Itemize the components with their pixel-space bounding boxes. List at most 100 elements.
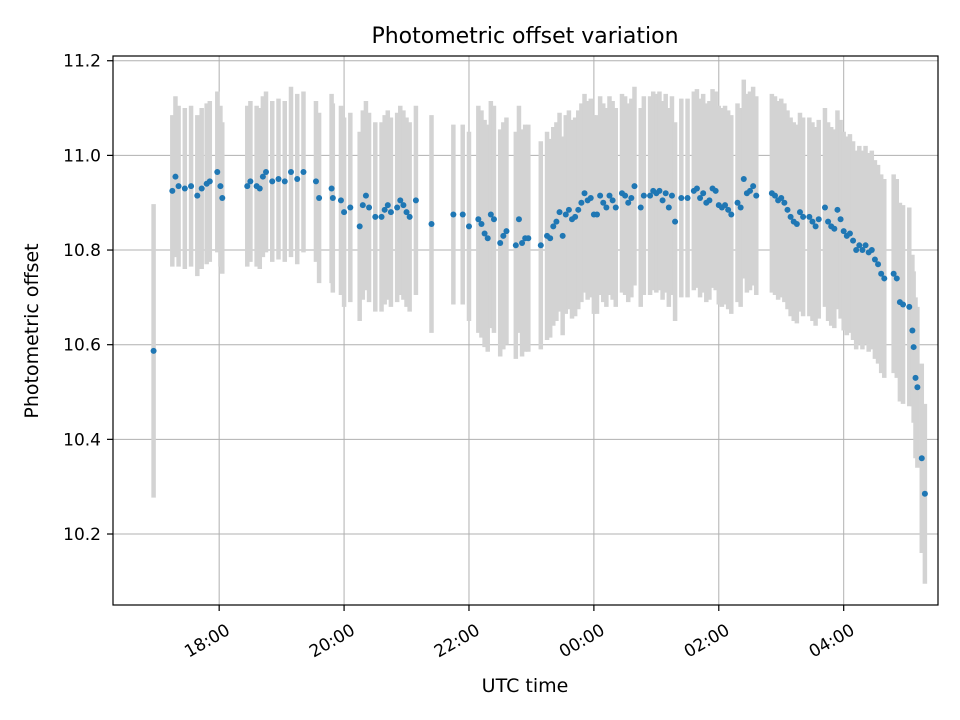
data-point — [150, 347, 157, 354]
data-point — [906, 303, 913, 310]
data-point — [403, 209, 410, 216]
data-points — [150, 168, 928, 497]
data-point — [553, 218, 560, 225]
data-point — [631, 183, 638, 190]
y-tick-label: 10.6 — [63, 336, 101, 356]
data-point — [778, 194, 785, 201]
data-point — [700, 190, 707, 197]
data-point — [572, 213, 579, 220]
data-point — [728, 211, 735, 218]
data-point — [381, 206, 388, 213]
data-point — [194, 192, 201, 199]
data-point — [693, 185, 700, 192]
data-point — [287, 168, 294, 175]
data-point — [581, 190, 588, 197]
data-point — [188, 183, 195, 190]
data-point — [362, 192, 369, 199]
data-point — [281, 178, 288, 185]
data-point — [217, 183, 224, 190]
data-point — [662, 190, 669, 197]
chart-title: Photometric offset variation — [371, 24, 678, 49]
data-point — [594, 211, 601, 218]
data-point — [562, 211, 569, 218]
data-point — [359, 202, 366, 209]
data-point — [921, 490, 928, 497]
data-point — [478, 221, 485, 228]
data-point — [859, 247, 866, 254]
y-tick-label: 10.8 — [63, 241, 101, 261]
data-point — [497, 239, 504, 246]
data-point — [206, 178, 213, 185]
data-point — [519, 239, 526, 246]
data-point — [750, 183, 757, 190]
data-point — [578, 199, 585, 206]
data-point — [909, 327, 916, 334]
data-point — [800, 213, 807, 220]
data-point — [647, 192, 654, 199]
data-point — [329, 194, 336, 201]
data-point — [825, 218, 832, 225]
data-point — [575, 206, 582, 213]
data-point — [893, 275, 900, 282]
data-point — [465, 223, 472, 230]
data-point — [559, 232, 566, 239]
data-point — [394, 204, 401, 211]
y-axis-label: Photometric offset — [21, 243, 43, 418]
data-point — [910, 344, 917, 351]
data-point — [484, 235, 491, 242]
data-point — [169, 187, 176, 194]
data-point — [316, 194, 323, 201]
data-point — [609, 197, 616, 204]
data-point — [878, 270, 885, 277]
data-point — [175, 183, 182, 190]
data-point — [603, 204, 610, 211]
data-point — [684, 194, 691, 201]
data-point — [269, 178, 276, 185]
data-point — [172, 173, 179, 180]
data-point — [793, 221, 800, 228]
data-point — [725, 206, 732, 213]
data-point — [387, 209, 394, 216]
y-tick-label: 11.2 — [63, 52, 101, 72]
data-point — [428, 221, 435, 228]
data-point — [312, 178, 319, 185]
data-point — [487, 211, 494, 218]
data-point — [547, 235, 554, 242]
data-point — [668, 192, 675, 199]
data-point — [503, 228, 510, 235]
data-point — [366, 204, 373, 211]
data-point — [678, 194, 685, 201]
data-point — [500, 232, 507, 239]
data-point — [747, 187, 754, 194]
data-point — [787, 213, 794, 220]
y-tick-label: 11.0 — [63, 146, 101, 166]
data-point — [659, 197, 666, 204]
data-point — [181, 185, 188, 192]
data-point — [656, 187, 663, 194]
data-point — [856, 242, 863, 249]
data-point — [740, 176, 747, 183]
data-point — [706, 197, 713, 204]
data-point — [214, 168, 221, 175]
data-point — [697, 194, 704, 201]
data-point — [862, 242, 869, 249]
data-point — [853, 247, 860, 254]
data-point — [625, 199, 632, 206]
data-point — [341, 209, 348, 216]
data-point — [637, 204, 644, 211]
data-point — [734, 199, 741, 206]
data-point — [198, 185, 205, 192]
data-point — [837, 216, 844, 223]
data-point — [784, 206, 791, 213]
data-point — [796, 209, 803, 216]
data-point — [722, 202, 729, 209]
data-point — [597, 192, 604, 199]
data-point — [256, 185, 263, 192]
y-tick-label: 10.2 — [63, 525, 101, 545]
data-point — [821, 204, 828, 211]
data-point — [550, 223, 557, 230]
data-point — [481, 230, 488, 237]
data-point — [406, 213, 413, 220]
data-point — [737, 204, 744, 211]
